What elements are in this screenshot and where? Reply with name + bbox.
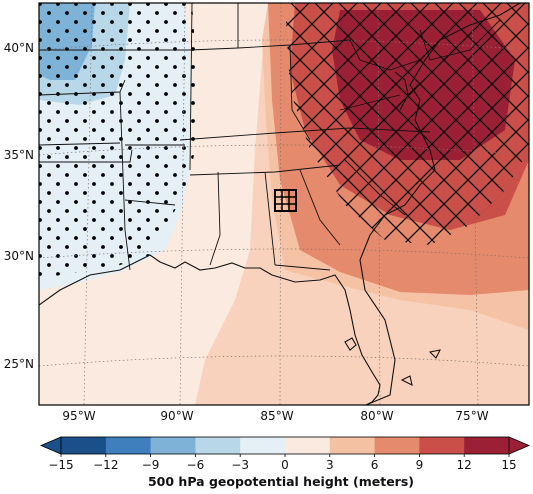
lat-label-30n: 30°N [4,249,34,263]
colorbar-segment [419,437,465,454]
colorbar-segment [150,437,196,454]
colorbar-segment [105,437,152,454]
colorbar-extend-high [508,436,531,455]
lon-label-80w: 80°W [360,409,393,423]
lon-label-75w: 75°W [455,409,488,423]
stippling-region [39,3,196,280]
colorbar-tick-label: 6 [371,458,379,472]
colorbar-tick-label: 9 [416,458,424,472]
colorbar-tick-label: −6 [187,458,205,472]
colorbar-title: 500 hPa geopotential height (meters) [148,474,414,489]
lon-label-95w: 95°W [62,409,95,423]
map-panel [39,3,529,405]
colorbar-segment [285,437,331,454]
lat-label-25n: 25°N [4,357,34,371]
colorbar-segment [464,437,510,454]
grid-box-icon [274,189,297,212]
colorbar-segment [240,437,286,454]
gulf-coastline [39,254,381,405]
colorbar-extend-low [39,436,62,455]
colorbar-tick-label: −9 [142,458,160,472]
map-frame [38,2,530,406]
colorbar: −15 −12 −9 −6 −3 0 3 6 9 12 15 [39,436,531,472]
atlantic-coastline [359,3,521,405]
state-borders [39,3,501,271]
lat-label-40n: 40°N [4,41,34,55]
colorbar-segment [195,437,241,454]
colorbar-tick-label: 12 [457,458,472,472]
hatching-region [285,3,529,245]
lon-label-90w: 90°W [160,409,193,423]
colorbar-tick-label: −12 [93,458,118,472]
lat-label-35n: 35°N [4,148,34,162]
colorbar-tick-label: 3 [326,458,334,472]
colorbar-segment [329,437,376,454]
lon-label-85w: 85°W [260,409,293,423]
colorbar-segment [374,437,420,454]
colorbar-tick-label: 15 [501,458,516,472]
bay-coastline [394,71,419,111]
colorbar-tick-label: −15 [48,458,73,472]
colorbar-tick-label: 0 [281,458,289,472]
colorbar-tick-label: −3 [231,458,249,472]
island-coastline [344,337,441,387]
colorbar-segment [61,437,107,454]
